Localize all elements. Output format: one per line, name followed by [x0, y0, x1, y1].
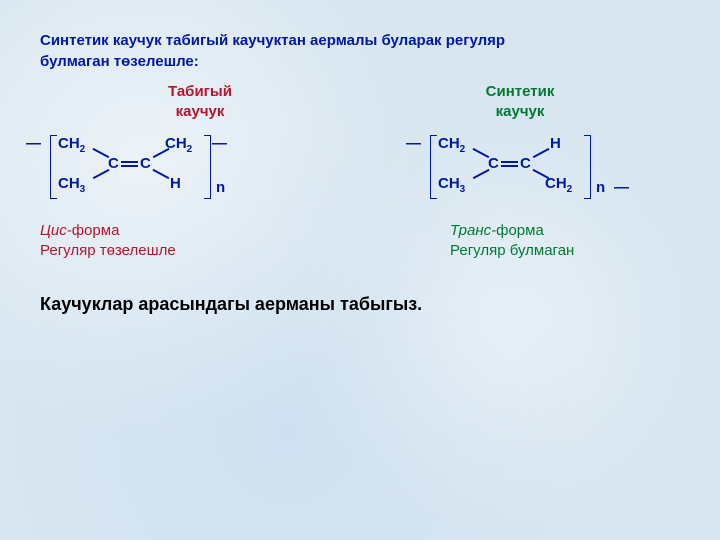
synthetic-structure: — — CH2 H C C CH3 CH2	[420, 135, 680, 215]
atom-h-br: H	[170, 175, 181, 192]
natural-column: Табигый каучук — — CH2 CH2 C C	[40, 82, 360, 260]
synthetic-title: Синтетик каучук	[360, 82, 680, 121]
synthetic-title-l2: каучук	[496, 103, 545, 120]
bracket-left	[430, 135, 437, 199]
double-bond-1	[121, 161, 138, 163]
intro-text: Синтетик каучук табигый каучуктан аермал…	[40, 30, 680, 72]
natural-title-l1: Табигый	[168, 83, 232, 100]
atom-c-right: C	[520, 155, 531, 172]
double-bond-2	[501, 165, 518, 167]
bracket-right	[584, 135, 591, 199]
atom-c-left: C	[488, 155, 499, 172]
atom-ch3-bl: CH3	[58, 175, 85, 195]
atom-ch2-tl: CH2	[438, 135, 465, 155]
natural-caption-l2: Регуляр төзелешле	[40, 242, 176, 259]
natural-structure: — — CH2 CH2 C C	[40, 135, 360, 215]
atom-c-left: C	[108, 155, 119, 172]
cis-label: Цис-	[40, 222, 72, 239]
bond-tl	[473, 148, 490, 158]
atom-ch2-br: CH2	[545, 175, 572, 195]
synthetic-caption: Транс-форма Регуляр булмаган	[450, 221, 680, 260]
bond-tr	[533, 148, 550, 158]
trans-label: Транс-	[450, 222, 496, 239]
columns: Табигый каучук — — CH2 CH2 C C	[40, 82, 680, 260]
bond-bl	[93, 169, 110, 179]
natural-caption: Цис-форма Регуляр төзелешле	[40, 221, 360, 260]
atom-c-right: C	[140, 155, 151, 172]
question-text: Каучуклар арасындагы аерманы табыгыз.	[40, 294, 680, 315]
forma-label: форма	[496, 222, 544, 239]
dash-left: —	[26, 135, 41, 152]
atom-ch2-tr: CH2	[165, 135, 192, 155]
double-bond-1	[501, 161, 518, 163]
synthetic-title-l1: Синтетик	[486, 83, 555, 100]
bond-br	[153, 169, 170, 179]
atom-ch2-tl: CH2	[58, 135, 85, 155]
atom-ch3-bl: CH3	[438, 175, 465, 195]
double-bond-2	[121, 165, 138, 167]
bracket-right	[204, 135, 211, 199]
forma-label: форма	[72, 222, 120, 239]
bond-tl	[93, 148, 110, 158]
dash-right: —	[212, 135, 227, 152]
natural-title-l2: каучук	[176, 103, 225, 120]
subscript-n: n	[596, 179, 605, 196]
bracket-left	[50, 135, 57, 199]
atom-h-tr: H	[550, 135, 561, 152]
synthetic-column: Синтетик каучук — — CH2 H C C	[360, 82, 680, 260]
subscript-n: n	[216, 179, 225, 196]
synthetic-caption-l2: Регуляр булмаган	[450, 242, 574, 259]
dash-left: —	[406, 135, 421, 152]
dash-right: —	[614, 179, 629, 196]
intro-line1: Синтетик каучук табигый каучуктан аермал…	[40, 32, 505, 49]
intro-line2: булмаган төзелешле:	[40, 53, 199, 70]
natural-title: Табигый каучук	[40, 82, 360, 121]
bond-bl	[473, 169, 490, 179]
